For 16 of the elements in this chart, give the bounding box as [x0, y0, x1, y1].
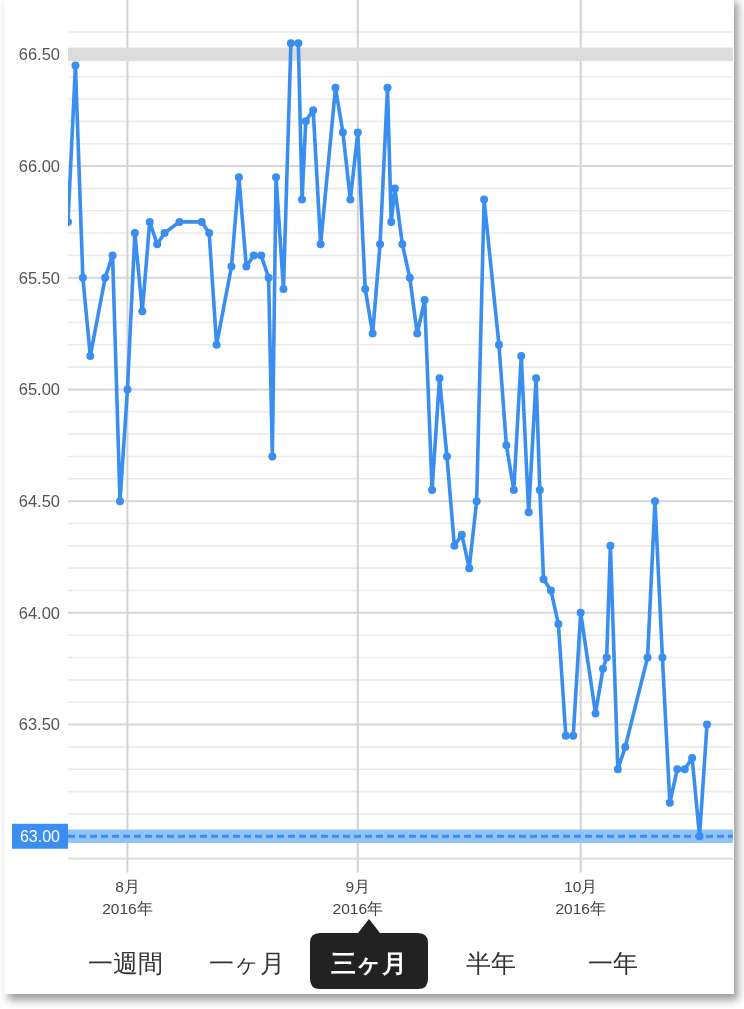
text: 一週間	[87, 949, 163, 977]
y-tick-label: 64.50	[18, 491, 60, 510]
text: 一年	[588, 949, 638, 977]
x-tick-label: 8月 2016年	[102, 877, 153, 917]
text: 一ヶ月	[209, 949, 285, 977]
x-tick-label: 9月 2016年	[332, 877, 384, 917]
text: 三ヶ月	[331, 949, 407, 977]
text: 半年	[466, 949, 516, 977]
ref-line-label: 63.00	[19, 828, 61, 846]
y-tick-label: 66.50	[18, 45, 60, 64]
y-tick-label: 65.50	[18, 268, 60, 287]
y-tick-label: 65.00	[18, 380, 60, 399]
y-tick-label: 64.00	[18, 603, 60, 622]
x-tick-label: 10月 2016年	[555, 877, 606, 917]
y-tick-label: 63.50	[18, 715, 60, 734]
y-tick-label: 66.00	[18, 156, 60, 175]
